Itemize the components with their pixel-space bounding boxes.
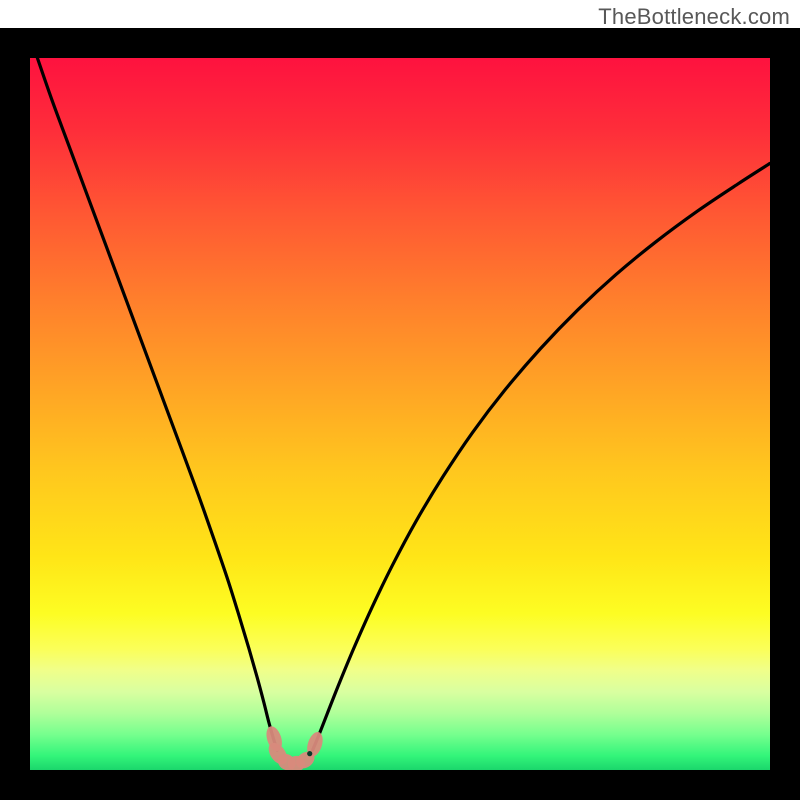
watermark-text: TheBottleneck.com: [598, 4, 790, 30]
plot-background: [30, 58, 770, 770]
minimum-dot: [307, 751, 312, 756]
chart-stage: TheBottleneck.com: [0, 0, 800, 800]
chart-svg: [0, 0, 800, 800]
